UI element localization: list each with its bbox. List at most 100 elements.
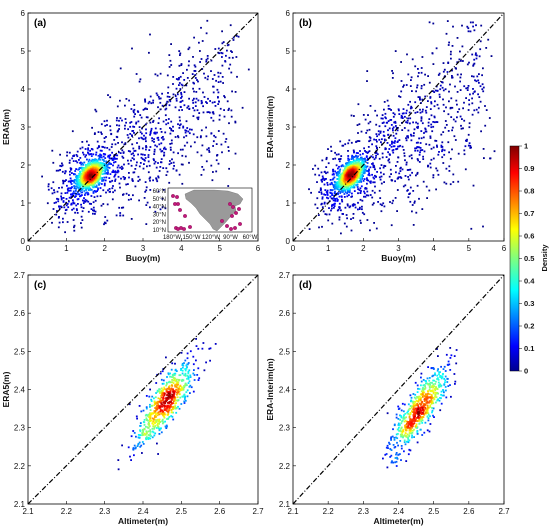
data-point <box>469 145 472 147</box>
data-point <box>202 111 205 114</box>
data-point <box>445 182 448 185</box>
data-point <box>386 444 389 447</box>
data-point <box>149 414 152 417</box>
data-point <box>74 185 76 188</box>
data-point <box>70 183 73 185</box>
data-point <box>472 184 475 187</box>
data-point <box>113 161 115 164</box>
data-point <box>369 194 372 196</box>
data-point <box>152 412 155 415</box>
data-point <box>166 396 169 399</box>
data-point <box>186 141 189 144</box>
data-point <box>380 164 383 166</box>
data-point <box>432 407 435 410</box>
data-point <box>187 363 189 366</box>
data-point <box>405 161 408 164</box>
data-point <box>444 88 447 91</box>
data-point <box>103 140 106 143</box>
data-point <box>168 393 171 396</box>
data-point <box>179 384 182 387</box>
data-point <box>308 228 311 230</box>
data-point <box>210 59 213 62</box>
data-point <box>326 192 329 195</box>
data-point <box>96 179 99 181</box>
data-point <box>382 121 385 124</box>
data-point <box>57 198 60 201</box>
data-point <box>92 192 95 194</box>
data-point <box>426 377 429 380</box>
data-point <box>410 139 413 142</box>
data-point <box>385 446 388 449</box>
data-point <box>223 109 225 111</box>
data-point <box>60 165 63 168</box>
data-point <box>73 224 76 227</box>
data-point <box>128 403 131 406</box>
data-point <box>171 381 174 384</box>
data-point <box>346 191 349 194</box>
data-point <box>325 166 328 168</box>
data-point <box>385 117 387 120</box>
data-point <box>138 405 141 407</box>
data-point <box>338 218 341 221</box>
data-point <box>351 195 353 198</box>
data-point <box>367 146 370 148</box>
data-point <box>468 122 471 125</box>
data-point <box>207 97 209 100</box>
data-point <box>379 178 382 181</box>
data-point <box>115 171 117 174</box>
data-point <box>78 168 81 170</box>
data-point <box>386 466 389 469</box>
data-point <box>159 148 162 151</box>
data-point <box>138 147 141 150</box>
data-point <box>158 418 161 421</box>
data-point <box>136 161 138 164</box>
data-point <box>337 181 340 184</box>
data-point <box>201 101 203 104</box>
data-point <box>66 203 69 205</box>
data-point <box>435 401 437 404</box>
data-point <box>149 33 151 36</box>
data-point <box>375 133 378 135</box>
data-point <box>454 120 457 123</box>
data-point <box>169 160 171 162</box>
data-point <box>172 418 175 421</box>
data-point <box>201 166 204 168</box>
data-point <box>348 172 351 175</box>
data-point <box>424 127 427 130</box>
data-point <box>173 392 175 394</box>
data-point <box>197 367 200 370</box>
data-point <box>146 165 148 168</box>
data-point <box>164 413 167 416</box>
data-point <box>377 130 380 133</box>
data-point <box>121 119 123 122</box>
data-point <box>79 186 81 188</box>
data-point <box>412 134 415 137</box>
data-point <box>227 150 230 152</box>
data-point <box>395 460 398 463</box>
data-point <box>178 84 180 86</box>
data-point <box>225 54 227 57</box>
data-point <box>339 175 342 178</box>
data-point <box>438 72 441 75</box>
data-point <box>373 138 375 141</box>
data-point <box>86 158 88 161</box>
data-point <box>96 181 98 183</box>
data-point <box>72 160 75 162</box>
data-point <box>99 162 102 165</box>
data-point <box>73 226 75 229</box>
data-point <box>390 449 393 451</box>
data-point <box>349 174 351 177</box>
data-point <box>416 391 419 393</box>
data-point <box>166 74 169 77</box>
data-point <box>354 206 357 209</box>
data-point <box>373 177 376 180</box>
data-point <box>156 424 159 426</box>
data-point <box>194 101 197 104</box>
data-point <box>163 147 165 150</box>
data-point <box>167 418 169 420</box>
data-point <box>425 130 428 133</box>
data-point <box>340 155 343 157</box>
data-point <box>337 167 339 170</box>
data-point <box>180 386 183 388</box>
